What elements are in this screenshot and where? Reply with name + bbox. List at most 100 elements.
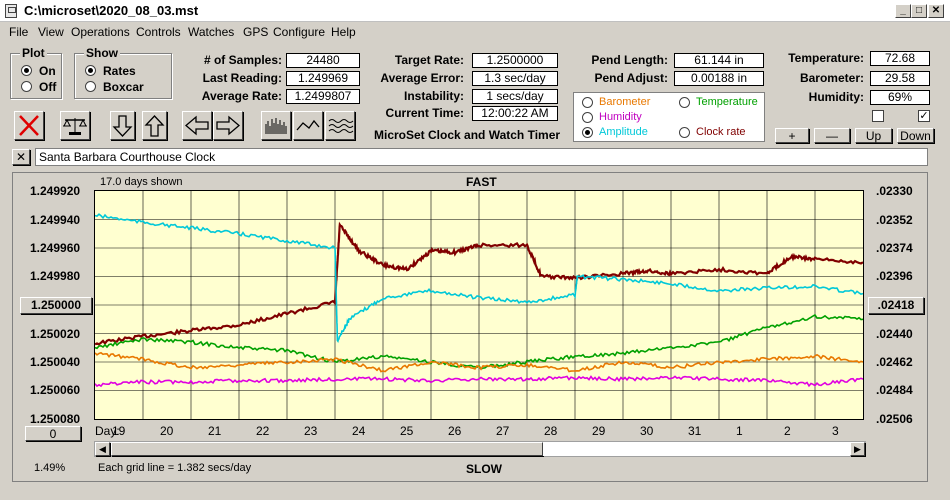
right-axis-label: .02352 — [876, 213, 913, 227]
down-button[interactable]: Down — [897, 128, 934, 143]
samples-label: # of Samples: — [203, 53, 282, 67]
title-bar: C:\microset\2020_08_03.mst _ □ ✕ — [0, 0, 950, 22]
down-arrow-button[interactable] — [110, 111, 135, 140]
menu-configure[interactable]: Configure — [273, 25, 326, 39]
temperature-field: 72.68 — [870, 51, 930, 66]
fast-label: FAST — [466, 175, 497, 189]
humidity-label: Humidity: — [808, 90, 864, 104]
bottom-left-button[interactable]: 0 — [25, 426, 81, 441]
balance-button[interactable] — [60, 111, 90, 140]
wave-view-button[interactable] — [325, 111, 355, 140]
show-rates-radio[interactable] — [85, 65, 96, 76]
barometer-radio[interactable] — [582, 97, 593, 108]
left-axis-label: 1.249960 — [30, 241, 81, 255]
app-name: MicroSet Clock and Watch Timer — [374, 128, 561, 142]
menu-watches[interactable]: Watches — [188, 25, 235, 39]
day-tick-label: 24 — [352, 424, 366, 438]
target-rate-field[interactable]: 1.2500000 — [472, 53, 558, 68]
menu-file[interactable]: File — [9, 25, 29, 39]
left-center-button[interactable]: 1.250000 — [20, 297, 92, 314]
plot-on-radio[interactable] — [21, 65, 32, 76]
day-tick-label: 3 — [832, 424, 839, 438]
up-arrow-icon — [144, 115, 165, 137]
plot-group-title: Plot — [20, 46, 47, 60]
day-tick-label: 30 — [640, 424, 654, 438]
right-axis-label: .02396 — [876, 269, 913, 283]
right-axis-label: .02484 — [876, 383, 913, 397]
amplitude-radio[interactable] — [582, 127, 593, 138]
show-boxcar-radio[interactable] — [85, 81, 96, 92]
right-axis-label: .02330 — [876, 184, 913, 198]
days-shown-label: 17.0 days shown — [100, 176, 183, 188]
stop-button[interactable] — [14, 111, 44, 140]
left-axis-label: 1.249940 — [30, 213, 81, 227]
scroll-track[interactable] — [543, 442, 850, 456]
barometer-option-label: Barometer — [599, 96, 651, 108]
plot-off-radio[interactable] — [21, 81, 32, 92]
minus-button[interactable]: — — [814, 128, 850, 143]
balance-scale-icon — [63, 118, 87, 135]
rate-plot[interactable] — [94, 190, 864, 420]
clock-rate-radio[interactable] — [679, 127, 690, 138]
last-reading-label: Last Reading: — [202, 71, 282, 85]
pend-length-field[interactable]: 61.144 in — [674, 53, 764, 68]
clear-watch-button[interactable]: ✕ — [12, 149, 30, 165]
left-axis-label: 1.250040 — [30, 355, 81, 369]
left-axis-label: 1.249920 — [30, 184, 81, 198]
day-tick-label: 25 — [400, 424, 414, 438]
down-arrow-icon — [112, 115, 133, 137]
line-view-button[interactable] — [293, 111, 323, 140]
bars-view-button[interactable] — [261, 111, 291, 140]
show-group — [74, 53, 172, 99]
menu-view[interactable]: View — [38, 25, 64, 39]
scroll-right-button[interactable]: ▶ — [850, 442, 865, 456]
window-title: C:\microset\2020_08_03.mst — [24, 3, 199, 18]
minimize-button[interactable]: _ — [895, 4, 911, 18]
humidity-field: 69% — [870, 90, 930, 105]
humidity-radio[interactable] — [582, 112, 593, 123]
scroll-left-button[interactable]: ◀ — [95, 442, 110, 456]
menu-help[interactable]: Help — [331, 25, 356, 39]
scroll-thumb[interactable] — [111, 442, 543, 456]
right-center-button[interactable]: .02418 — [868, 297, 924, 314]
menu-gps[interactable]: GPS — [243, 25, 269, 39]
average-error-label: Average Error: — [380, 71, 464, 85]
day-tick-label: 22 — [256, 424, 270, 438]
series-line-3 — [94, 351, 864, 373]
watch-name-field[interactable]: Santa Barbara Courthouse Clock — [35, 148, 928, 166]
amplitude-option-label: Amplitude — [599, 126, 648, 138]
horizontal-scrollbar[interactable]: ◀ ▶ — [94, 441, 866, 457]
slow-label: SLOW — [466, 462, 502, 476]
day-axis-label: Day: — [95, 424, 120, 438]
options-box: Barometer Temperature Humidity Amplitude… — [573, 92, 765, 142]
average-rate-label: Average Rate: — [201, 89, 282, 103]
left-arrow-button[interactable] — [182, 111, 212, 140]
graph-panel — [12, 172, 928, 482]
day-tick-label: 19 — [112, 424, 126, 438]
right-axis-label: .02374 — [876, 241, 913, 255]
right-checkbox[interactable]: ✓ — [918, 110, 930, 122]
clock-rate-option-label: Clock rate — [696, 126, 746, 138]
day-tick-label: 1 — [736, 424, 743, 438]
left-axis-label: 1.250080 — [30, 412, 81, 426]
average-rate-field: 1.2499807 — [286, 89, 360, 104]
menu-controls[interactable]: Controls — [136, 25, 181, 39]
right-arrow-button[interactable] — [213, 111, 243, 140]
menu-operations[interactable]: Operations — [71, 25, 130, 39]
average-error-field: 1.3 sec/day — [472, 71, 558, 86]
show-group-title: Show — [84, 46, 120, 60]
up-arrow-button[interactable] — [142, 111, 167, 140]
day-tick-label: 21 — [208, 424, 222, 438]
temperature-radio[interactable] — [679, 97, 690, 108]
grid-note: Each grid line = 1.382 secs/day — [98, 462, 252, 474]
maximize-button[interactable]: □ — [911, 4, 927, 18]
pend-adjust-field: 0.00188 in — [674, 71, 764, 86]
day-tick-label: 29 — [592, 424, 606, 438]
plus-button[interactable]: + — [775, 128, 809, 143]
right-axis-label: .02506 — [876, 412, 913, 426]
left-checkbox[interactable] — [872, 110, 884, 122]
plot-on-label: On — [39, 64, 56, 78]
left-axis-label: 1.249980 — [30, 269, 81, 283]
up-button[interactable]: Up — [855, 128, 892, 143]
close-window-button[interactable]: ✕ — [928, 4, 944, 18]
